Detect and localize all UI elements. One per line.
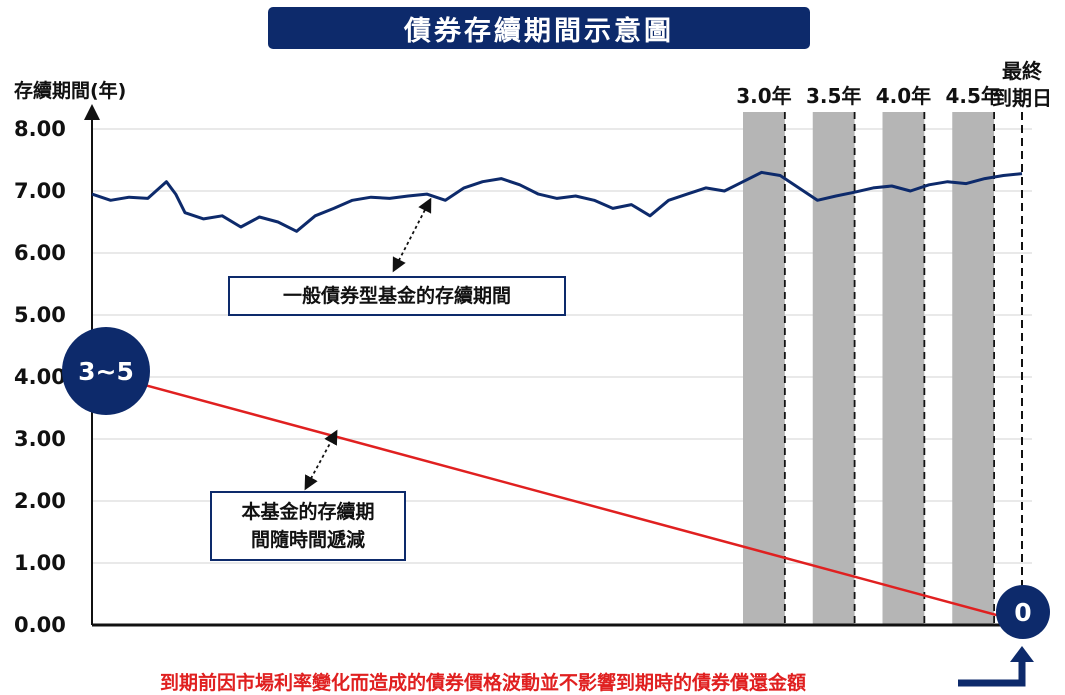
y-tick-label-2: 6.00 — [14, 241, 74, 265]
y-tick-label-7: 1.00 — [14, 551, 74, 575]
y-tick-label-1: 7.00 — [14, 179, 74, 203]
period-band-label-0: 3.0年 — [729, 80, 799, 109]
period-band-label-1: 3.5年 — [799, 80, 869, 109]
y-tick-label-3: 5.00 — [14, 303, 74, 327]
footnote-bracket-head — [1010, 646, 1034, 662]
period-band-1 — [813, 112, 855, 625]
final-maturity-label: 最終 到期日 — [982, 58, 1062, 112]
footnote-bracket — [958, 660, 1022, 683]
general-fund-arrow — [396, 204, 428, 266]
footnote-text: 到期前因市場利率變化而造成的債券價格波動並不影響到期時的債券償還金額 — [160, 668, 806, 695]
period-bands — [743, 112, 1022, 625]
start-duration-badge: 3~5 — [62, 327, 150, 415]
final-maturity-line2: 到期日 — [982, 85, 1062, 112]
final-maturity-line1: 最終 — [982, 58, 1062, 85]
y-axis-label: 存續期間(年) — [14, 76, 126, 103]
period-band-label-2: 4.0年 — [868, 80, 938, 109]
this-fund-annotation: 本基金的存續期 間隨時間遞減 — [210, 491, 406, 561]
chart-title: 債券存續期間示意圖 — [268, 7, 810, 49]
y-tick-label-8: 0.00 — [14, 613, 74, 637]
this-fund-annotation-line2: 間隨時間遞減 — [251, 526, 365, 554]
y-tick-label-6: 2.00 — [14, 489, 74, 513]
end-duration-badge: 0 — [996, 585, 1050, 639]
y-tick-label-0: 8.00 — [14, 117, 74, 141]
this-fund-arrow — [308, 436, 334, 484]
y-tick-label-5: 3.00 — [14, 427, 74, 451]
this-fund-annotation-line1: 本基金的存續期 — [241, 498, 374, 526]
general-fund-annotation: 一般債券型基金的存續期間 — [228, 276, 566, 316]
period-band-3 — [952, 112, 994, 625]
